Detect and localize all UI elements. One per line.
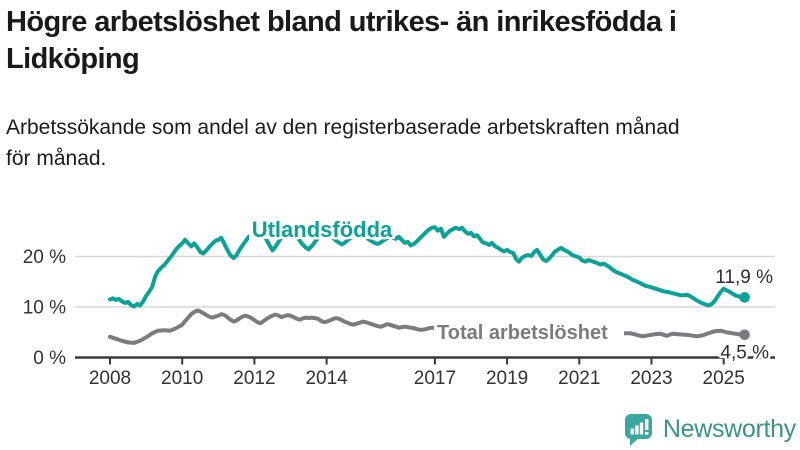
utlandsfodda-label-background — [249, 218, 395, 239]
x-tick-label: 2021 — [558, 368, 600, 389]
total-label-background — [434, 321, 624, 344]
end-value-label-utlandsfodda: 11,9 % — [715, 267, 773, 288]
x-tick-label: 2017 — [414, 368, 456, 389]
x-tick-label: 2010 — [161, 368, 203, 389]
y-tick-label: 20 % — [23, 247, 66, 268]
chart-labels: Utlandsfödda Total arbetslöshet 11,9 % 4… — [249, 215, 776, 366]
x-tick-label: 2023 — [630, 368, 672, 389]
end-dot-total-arbetsl-shet — [739, 329, 750, 341]
x-tick-label: 2008 — [89, 368, 131, 389]
chart-subtitle: Arbetssökande som andel av den registerb… — [6, 116, 680, 170]
data-series — [108, 225, 750, 345]
x-tick-label: 2014 — [305, 368, 348, 389]
series-line-total-arbetsl-shet — [108, 308, 747, 345]
series-label-total: Total arbetslöshet — [437, 322, 608, 344]
gridlines: 0 % 10 % 20 % — [23, 247, 775, 369]
x-tick-label: 2012 — [233, 368, 275, 389]
newsworthy-logo-icon — [624, 413, 652, 446]
x-tick-label: 2019 — [486, 368, 528, 389]
series-label-utlandsfodda: Utlandsfödda — [252, 217, 393, 242]
series-line-utlandsf-dda — [108, 225, 747, 309]
y-tick-label: 0 % — [33, 348, 66, 369]
y-tick-label: 10 % — [23, 298, 66, 319]
newsworthy-logo[interactable]: Newsworthy — [622, 411, 796, 447]
end-dot-utlandsf-dda — [739, 292, 750, 303]
end-value-label-total: 4,5 % — [720, 342, 769, 363]
newsworthy-logo-text: Newsworthy — [662, 414, 796, 443]
chart-title: Högre arbetslöshet bland utrikes- än inr… — [6, 6, 677, 75]
x-axis: 2008 2010 2012 2014 2017 2019 2021 2023 2025 — [75, 356, 775, 389]
x-tick-label: 2025 — [703, 368, 745, 389]
